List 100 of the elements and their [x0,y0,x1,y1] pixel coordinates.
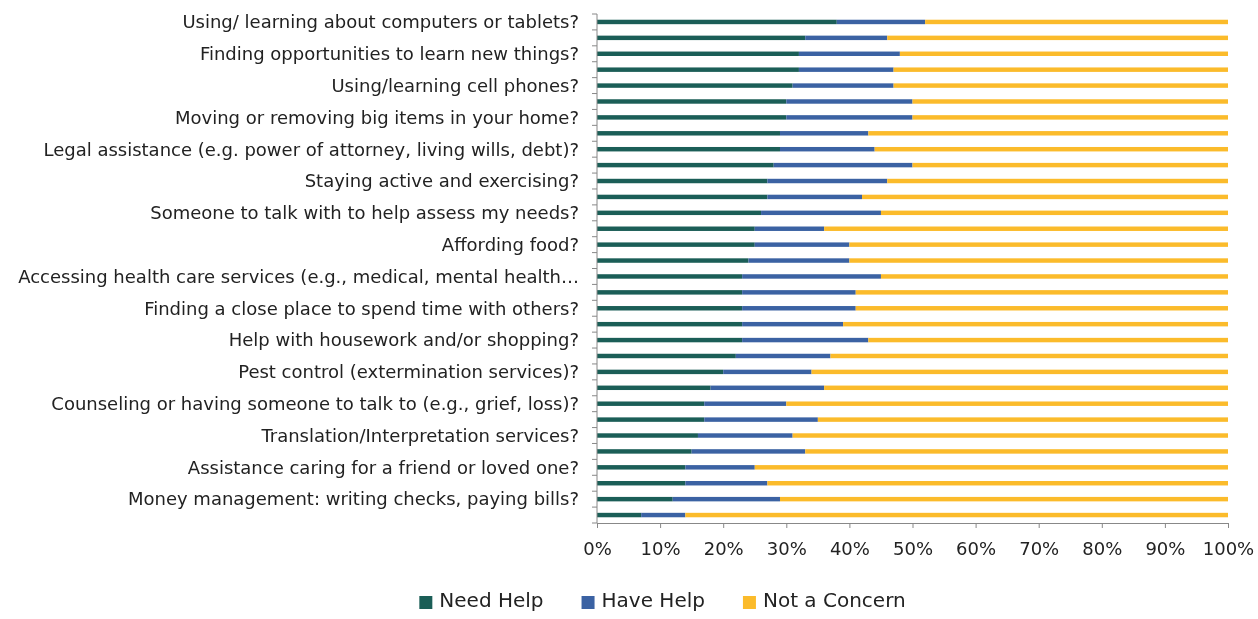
bar [792,433,1228,438]
bar [912,99,1228,104]
bar [704,401,787,406]
x-tick-label: 40% [829,537,870,559]
bar [880,274,1228,279]
bar [893,83,1228,88]
bar [742,274,881,279]
bar [874,146,1228,152]
bar [697,433,793,438]
y-tick-label: Staying active and exercising? [304,170,579,192]
bar [767,194,863,200]
bar [597,258,749,263]
x-tick-label: 100% [1202,537,1255,559]
bar [843,321,1228,327]
bar [798,51,900,56]
bar [912,115,1228,120]
x-tick-label: 90% [1145,537,1186,559]
bar [597,242,755,247]
bar [779,496,1228,502]
bar [887,35,1228,41]
y-tick-label: Using/learning cell phones? [331,74,579,96]
bar [817,417,1228,422]
bar [836,19,926,25]
bar [597,19,837,25]
y-tick-label: Moving or removing big items in your home? [175,106,579,128]
bar [824,385,1228,391]
bar [862,194,1228,200]
bar [597,465,686,470]
bar [779,146,875,152]
bar [597,131,780,136]
bar [685,512,1228,518]
bar [868,131,1228,136]
bar [855,306,1228,311]
bar [742,290,856,295]
y-tick-label: Affording food? [441,233,579,255]
bar [723,369,812,375]
bar [748,258,850,263]
bar [887,178,1228,184]
bar [754,242,850,247]
bar [849,242,1228,247]
y-tick-label: Accessing health care services (e.g., medical, mental health… [18,265,579,287]
bar [786,401,1228,406]
y-tick-label: Using/ learning about computers or tablets? [182,11,579,33]
bar [691,449,806,454]
y-tick-label: Legal assistance (e.g. power of attorney, living wills, debt)? [43,138,579,160]
bar [899,51,1228,56]
bar [597,83,793,88]
bar [597,274,743,279]
legend-label: Need Help [439,588,544,612]
bar [773,162,913,168]
x-tick-label: 50% [892,537,934,559]
y-tick-label: Pest control (extermination services)? [238,361,579,383]
x-tick-label: 60% [956,537,997,559]
bar [597,115,787,120]
y-tick-label: Money management: writing checks, paying bills? [127,488,579,510]
y-tick-label: Translation/Interpretation services? [260,424,579,446]
bar [597,290,743,295]
bar [798,67,894,72]
y-tick-label: Someone to talk with to help assess my needs? [150,202,579,224]
bar [893,67,1228,72]
bar [786,115,913,120]
bar [742,337,869,343]
x-tick-label: 10% [640,537,681,559]
y-tick-label: Finding opportunities to learn new things? [199,43,579,65]
bar [849,258,1228,263]
bar [811,369,1228,375]
bar [597,417,705,422]
bar [767,481,1228,486]
bar [597,433,698,438]
bar [880,210,1228,216]
bar [742,306,856,311]
legend-label: Not a Concern [762,588,906,612]
bar [685,465,755,470]
bar [855,290,1228,295]
bar [912,162,1228,168]
bar [597,401,705,406]
x-tick-label: 70% [1019,537,1060,559]
bar [805,35,888,41]
x-tick-label: 0% [583,537,612,559]
bar [792,83,894,88]
bar [830,353,1228,359]
bar [779,131,869,136]
bar [805,449,1228,454]
bar [868,337,1228,343]
legend-label: Have Help [601,588,705,612]
bar [925,19,1228,25]
y-tick-label: Finding a close place to spend time with others? [144,297,579,319]
bar [672,496,780,502]
bar [704,417,818,422]
bar [597,67,799,72]
bar [786,99,913,104]
bar [685,481,768,486]
bar [761,210,881,216]
bar [742,321,844,327]
bar [824,226,1228,231]
x-tick-label: 20% [703,537,744,559]
y-tick-label: Assistance caring for a friend or loved one? [187,456,579,478]
bar [597,449,692,454]
bar [754,465,1228,470]
y-tick-label: Help with housework and/or shopping? [228,329,579,351]
